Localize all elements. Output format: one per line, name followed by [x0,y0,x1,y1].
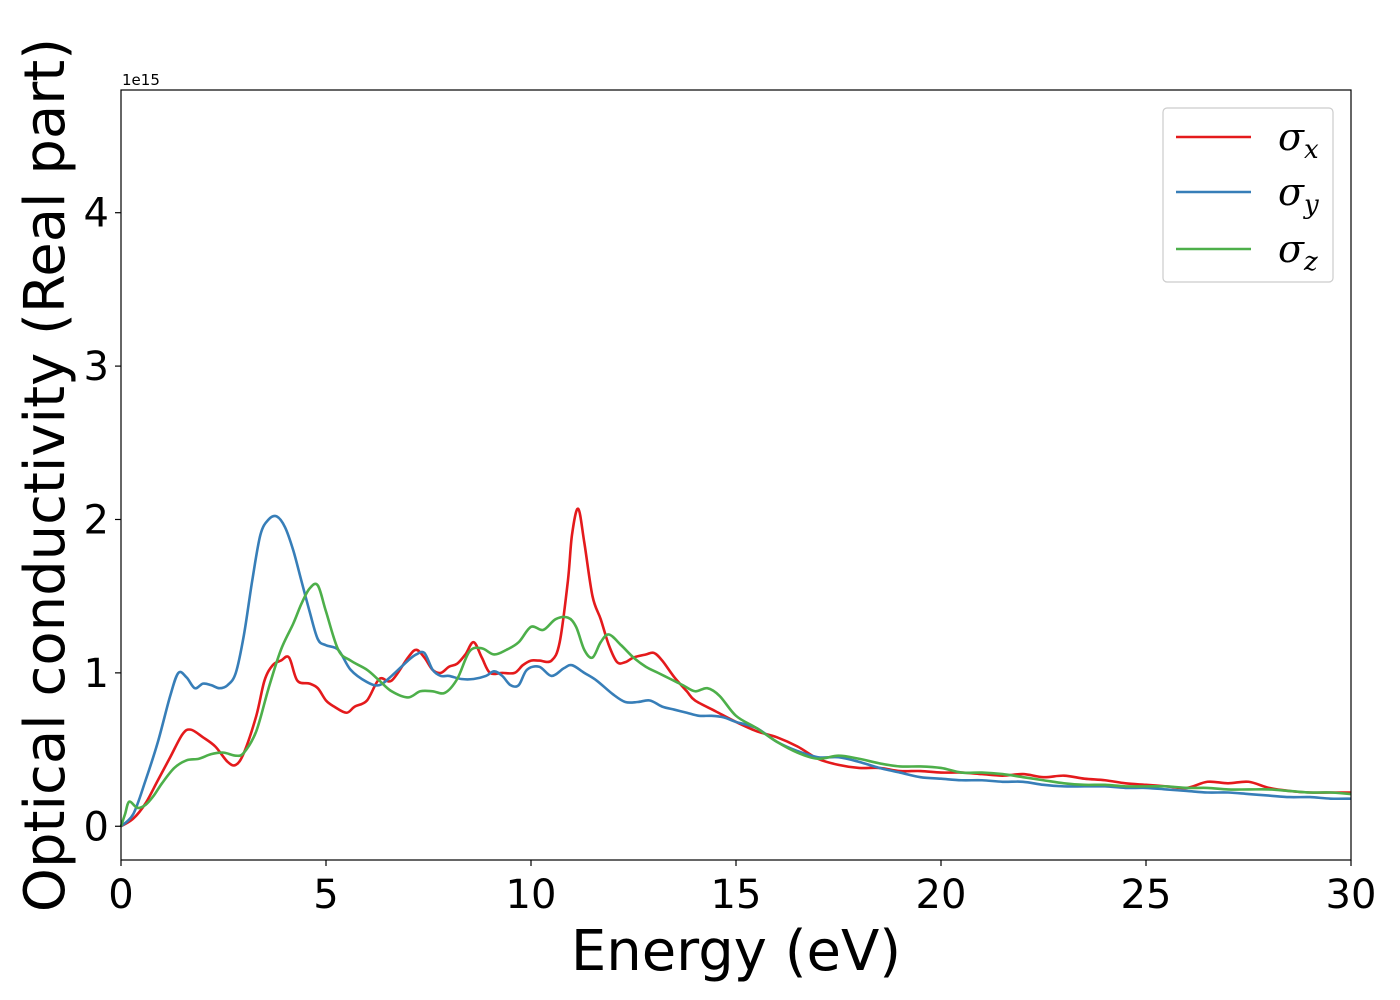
y-tick-label: 3 [84,344,109,390]
x-axis-label: Energy (eV) [571,919,901,984]
series-line-sigma-y [120,514,1352,828]
series-line-sigma-x [120,507,1351,828]
legend-label-sigma-x: σx [1278,115,1319,165]
y-axis-label: Optical conductivity (Real part) [13,38,78,912]
legend: σx σy σz [1162,107,1334,283]
y-tick-label: 0 [84,804,109,850]
y-offset-label: 1e15 [122,71,160,89]
series-layer [119,507,1352,828]
y-tick-label: 2 [84,497,109,543]
x-tick-label: 0 [108,872,133,918]
x-tick-label: 25 [1121,872,1172,918]
x-axis-ticks: 0 5 10 15 20 25 30 [108,860,1376,918]
x-tick-label: 20 [916,872,967,918]
series-line-sigma-z [119,582,1352,827]
y-axis-ticks: 0 1 2 3 4 [84,191,121,850]
plot-background [121,90,1351,860]
x-tick-label: 10 [506,872,557,918]
x-tick-label: 15 [711,872,762,918]
legend-label-sigma-z: σz [1278,227,1318,277]
legend-label-sigma-y: σy [1278,170,1319,220]
x-tick-label: 5 [313,872,338,918]
y-tick-label: 4 [84,191,109,237]
legend-box [1162,107,1334,283]
y-tick-label: 1 [84,651,109,697]
x-tick-label: 30 [1326,872,1377,918]
